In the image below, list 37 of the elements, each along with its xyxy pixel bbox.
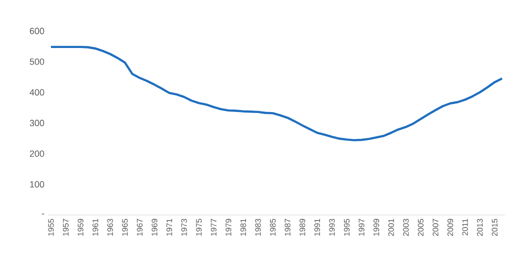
x-tick-label: 2015 xyxy=(492,218,498,236)
x-tick-label: 1959 xyxy=(78,218,84,236)
x-tick-label: 2011 xyxy=(462,218,468,236)
x-tick-label: 2003 xyxy=(403,218,409,236)
x-tick-label: 1997 xyxy=(358,218,364,236)
x-tick-label: 2013 xyxy=(477,218,483,236)
x-tick-label: 1969 xyxy=(152,218,158,236)
x-tick-label: 1965 xyxy=(122,218,128,236)
x-tick-label: 1989 xyxy=(300,218,306,236)
x-tick-label: 1977 xyxy=(210,218,216,236)
x-tick-label: 2001 xyxy=(388,218,394,236)
x-tick-label: 1963 xyxy=(107,218,113,236)
x-tick-label: 1955 xyxy=(48,218,54,236)
x-tick-label: 1983 xyxy=(255,218,261,236)
x-tick-label: 1971 xyxy=(166,218,172,236)
x-tick-label: 1967 xyxy=(136,218,143,236)
x-tick-label: 1995 xyxy=(344,218,350,236)
x-tick-label: 1981 xyxy=(240,218,246,236)
y-tick-label: 500 xyxy=(30,58,44,65)
x-tick-label: 1973 xyxy=(181,218,187,236)
y-tick-label: 600 xyxy=(30,28,44,34)
x-tick-label: 2007 xyxy=(432,218,438,236)
y-tick-label: 200 xyxy=(30,150,44,157)
x-tick-label: 1999 xyxy=(374,218,380,236)
x-tick-label: 1979 xyxy=(226,218,232,236)
x-tick-label: 1957 xyxy=(62,218,69,236)
x-tick-label: 1975 xyxy=(196,218,202,236)
y-tick-label: 300 xyxy=(30,120,44,126)
x-tick-label: 2005 xyxy=(418,218,424,236)
x-tick-label: 2009 xyxy=(447,218,454,236)
y-tick-label: 100 xyxy=(30,181,44,188)
x-tick-label: 1987 xyxy=(284,218,290,236)
x-tick-label: 1993 xyxy=(329,218,335,236)
x-tick-label: 1991 xyxy=(314,218,320,236)
y-tick-label: 400 xyxy=(30,89,44,96)
x-tick-label: 1985 xyxy=(270,218,276,236)
x-tick-label: 1961 xyxy=(92,218,98,236)
